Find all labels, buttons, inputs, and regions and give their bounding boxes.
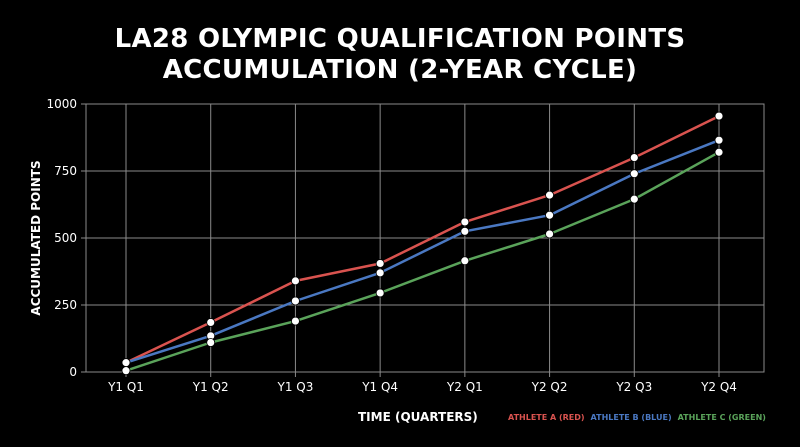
data-point-series-3 xyxy=(291,316,300,326)
y-tick-label: 1000 xyxy=(46,97,77,111)
data-point-series-2 xyxy=(121,358,131,368)
x-tick-label: Y1 Q3 xyxy=(276,380,313,394)
x-tick-label: Y1 Q1 xyxy=(107,380,144,394)
x-tick-label: Y2 Q4 xyxy=(700,380,737,394)
data-point-series-2 xyxy=(291,296,300,306)
x-tick-label: Y2 Q3 xyxy=(615,380,652,394)
legend-athlete-c: ATHLETE C (GREEN) xyxy=(677,413,766,422)
x-tick-label: Y1 Q2 xyxy=(192,380,229,394)
data-point-series-1 xyxy=(714,111,724,121)
data-point-series-3 xyxy=(121,366,131,376)
data-point-series-1 xyxy=(291,276,300,286)
data-point-series-2 xyxy=(714,135,724,145)
series-line-2 xyxy=(125,139,720,364)
series-line-3 xyxy=(125,151,720,372)
y-tick-label: 750 xyxy=(54,164,77,178)
data-point-series-3 xyxy=(460,256,470,266)
y-tick-label: 0 xyxy=(69,365,77,379)
series-line-1 xyxy=(125,114,720,364)
y-tick-label: 500 xyxy=(54,231,77,245)
data-point-series-1 xyxy=(460,217,470,227)
legend-athlete-a: ATHLETE A (RED) xyxy=(508,413,585,422)
data-point-series-3 xyxy=(545,229,554,239)
data-point-series-3 xyxy=(206,338,216,347)
data-point-series-3 xyxy=(714,147,724,157)
data-point-series-1 xyxy=(545,190,554,200)
x-tick-label: Y1 Q4 xyxy=(361,380,398,394)
y-tick-label: 250 xyxy=(54,298,77,312)
chart-title: LA28 OLYMPIC QUALIFICATION POINTS ACCUMU… xyxy=(0,24,800,86)
x-tick-label: Y2 Q2 xyxy=(531,380,568,394)
x-tick-label: Y2 Q1 xyxy=(446,380,483,394)
data-point-series-2 xyxy=(545,210,554,220)
data-point-series-1 xyxy=(629,153,639,163)
data-point-series-1 xyxy=(375,259,385,268)
legend: ATHLETE A (RED) ATHLETE B (BLUE) ATHLETE… xyxy=(508,413,766,422)
data-point-series-3 xyxy=(629,194,639,204)
data-point-series-2 xyxy=(375,268,385,278)
chart-title-line-2: ACCUMULATION (2-YEAR CYCLE) xyxy=(162,55,638,85)
chart-title-line-1: LA28 OLYMPIC QUALIFICATION POINTS xyxy=(114,24,686,54)
data-point-series-3 xyxy=(375,288,385,298)
data-point-series-2 xyxy=(629,169,639,179)
data-point-series-1 xyxy=(206,318,216,327)
data-point-series-2 xyxy=(460,226,470,236)
legend-athlete-b: ATHLETE B (BLUE) xyxy=(590,413,672,422)
x-axis-label: TIME (QUARTERS) xyxy=(358,410,478,424)
